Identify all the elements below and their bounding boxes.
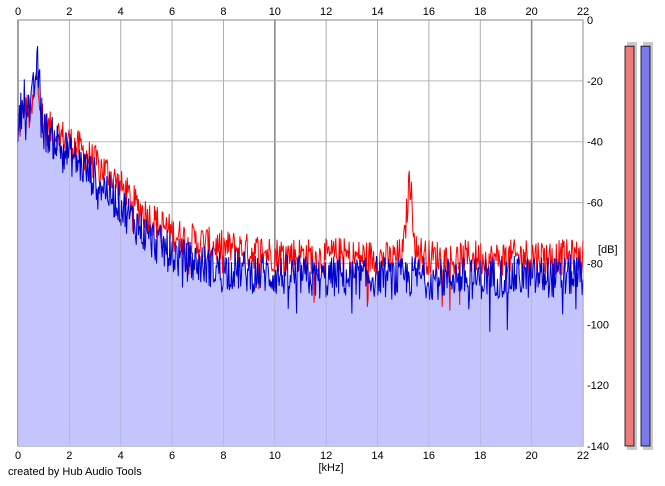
credit-text: created by Hub Audio Tools	[8, 466, 142, 478]
y-tick-label: -20	[587, 76, 603, 88]
y-tick-label: -80	[587, 258, 603, 270]
x-tick-label-top: 8	[220, 6, 226, 18]
y-tick-label: -40	[587, 137, 603, 149]
x-axis-label: [kHz]	[318, 462, 343, 474]
x-tick-label-top: 2	[66, 6, 72, 18]
tick-labels: 002244668810101212141416161818202022220-…	[15, 6, 609, 462]
meter-right	[640, 45, 651, 447]
y-tick-label: 0	[587, 15, 593, 27]
meter-left	[624, 45, 635, 447]
series-line-red	[17, 72, 584, 311]
y-tick-label: -100	[587, 319, 609, 331]
x-tick-label-top: 16	[423, 6, 435, 18]
series-line-blue	[17, 45, 584, 332]
spectrum-area	[18, 46, 583, 446]
x-tick-label-bottom: 14	[371, 450, 383, 462]
x-tick-label-top: 0	[15, 6, 21, 18]
level-meters	[624, 42, 653, 450]
x-tick-label-bottom: 0	[15, 450, 21, 462]
x-tick-label-bottom: 2	[66, 450, 72, 462]
y-tick-label: -60	[587, 198, 603, 210]
x-tick-label-top: 6	[169, 6, 175, 18]
x-tick-label-bottom: 10	[269, 450, 281, 462]
x-tick-label-top: 18	[474, 6, 486, 18]
x-tick-label-top: 14	[371, 6, 383, 18]
y-tick-label: -140	[587, 441, 609, 453]
spectrum-lines	[17, 20, 584, 446]
x-tick-label-top: 20	[526, 6, 538, 18]
x-tick-label-bottom: 6	[169, 450, 175, 462]
x-tick-label-top: 10	[269, 6, 281, 18]
x-tick-label-bottom: 20	[526, 450, 538, 462]
x-tick-label-top: 12	[320, 6, 332, 18]
y-tick-label: -120	[587, 380, 609, 392]
x-tick-label-bottom: 18	[474, 450, 486, 462]
x-tick-label-top: 4	[118, 6, 124, 18]
x-tick-label-top: 22	[577, 6, 589, 18]
x-tick-label-bottom: 8	[220, 450, 226, 462]
x-tick-label-bottom: 16	[423, 450, 435, 462]
x-tick-label-bottom: 12	[320, 450, 332, 462]
x-tick-label-bottom: 4	[118, 450, 124, 462]
spectrum-fill	[18, 46, 583, 446]
x-tick-label-bottom: 22	[577, 450, 589, 462]
y-axis-label: [dB]	[598, 244, 618, 256]
